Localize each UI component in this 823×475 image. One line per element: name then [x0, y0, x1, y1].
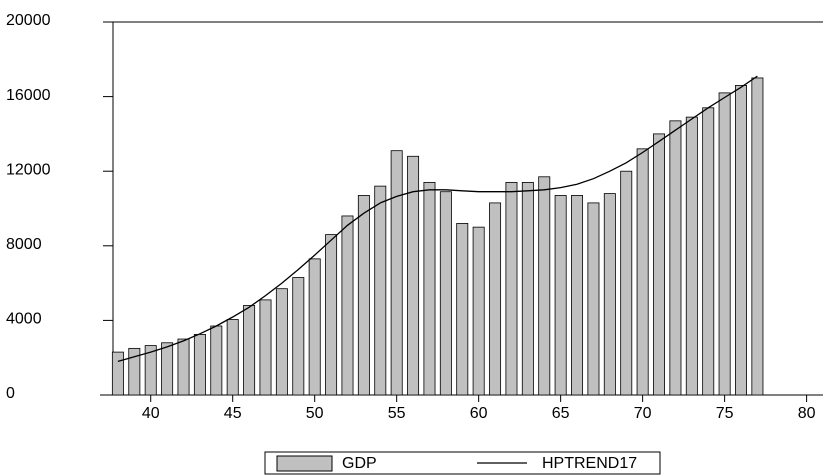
x-tick-label: 50: [306, 405, 324, 422]
y-tick-label: 4000: [6, 311, 42, 328]
bar: [587, 202, 600, 396]
bar: [702, 107, 715, 396]
x-tick-label: 40: [142, 405, 160, 422]
x-tick-label: 75: [716, 405, 734, 422]
bar: [718, 92, 731, 396]
y-tick-label: 0: [6, 385, 15, 402]
legend-box: [264, 451, 661, 475]
legend-label: GDP: [342, 455, 377, 472]
x-tick-label: 70: [634, 405, 652, 422]
x-tick-label: 80: [798, 405, 816, 422]
bar: [489, 202, 502, 396]
trend-line: [117, 75, 758, 363]
bar: [554, 195, 567, 396]
bar: [275, 288, 288, 396]
bar: [472, 226, 485, 396]
bar: [341, 215, 354, 396]
bar: [456, 223, 469, 396]
bar: [292, 277, 305, 396]
bar: [735, 85, 747, 396]
bar: [128, 347, 141, 396]
bar: [505, 181, 518, 396]
x-tick-label: 65: [552, 405, 570, 422]
bar: [636, 148, 649, 396]
x-tick-label: 60: [470, 405, 488, 422]
legend-swatch: [276, 455, 333, 472]
bar: [423, 181, 436, 396]
bar: [144, 345, 157, 396]
bar: [259, 299, 272, 396]
bar: [357, 195, 370, 396]
bar: [226, 319, 239, 396]
bar: [161, 342, 174, 396]
bar: [407, 155, 420, 396]
bar: [308, 258, 321, 396]
legend-label: HPTREND17: [542, 455, 637, 472]
bar: [193, 333, 206, 396]
y-tick-label: 12000: [6, 161, 51, 178]
y-tick-label: 20000: [6, 12, 51, 29]
bar: [603, 193, 616, 396]
bar: [374, 185, 387, 396]
bar: [439, 191, 452, 396]
bar: [177, 338, 190, 396]
bar: [571, 195, 584, 396]
bar: [111, 351, 124, 396]
y-tick-label: 16000: [6, 87, 51, 104]
bar: [538, 176, 551, 396]
bar: [653, 133, 666, 396]
bar: [390, 150, 403, 396]
x-tick-label: 45: [224, 405, 242, 422]
y-tick-label: 8000: [6, 236, 42, 253]
bar: [669, 120, 682, 396]
bar: [243, 305, 256, 396]
bar: [325, 234, 338, 396]
bar: [620, 170, 633, 396]
bar: [521, 181, 534, 396]
bar: [751, 77, 764, 396]
bar: [210, 325, 223, 396]
x-tick-label: 55: [388, 405, 406, 422]
bar: [685, 116, 698, 396]
